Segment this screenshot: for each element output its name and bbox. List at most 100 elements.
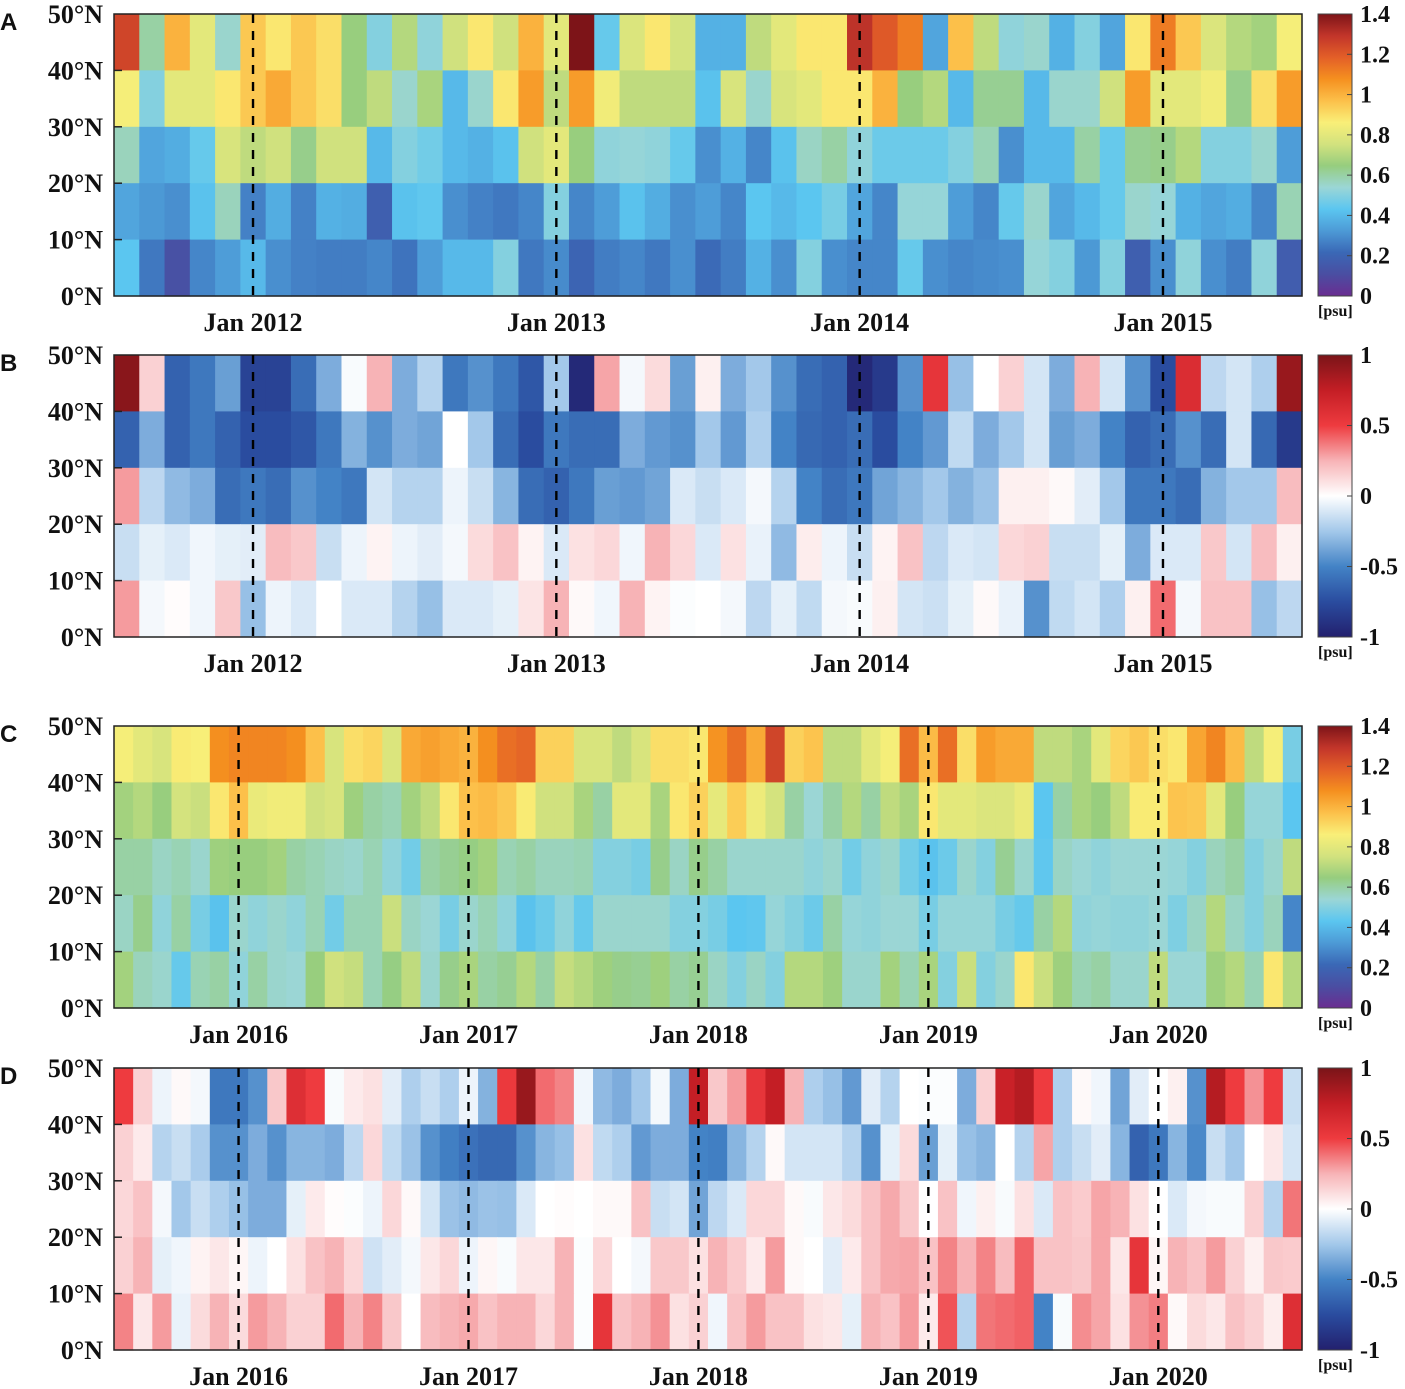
heatmap-cell <box>771 524 798 582</box>
heatmap-cell <box>948 355 975 412</box>
heatmap-cell <box>1226 580 1253 638</box>
heatmap-cell <box>401 1293 422 1351</box>
heatmap-cell <box>189 239 216 297</box>
heatmap-cell <box>1099 411 1126 469</box>
heatmap-cell <box>1226 239 1253 297</box>
heatmap-cell <box>316 580 343 638</box>
heatmap-cell <box>708 895 728 953</box>
heatmap-cell <box>343 726 364 783</box>
colorbar <box>1317 13 1353 297</box>
heatmap-cell <box>821 183 848 241</box>
heatmap-cell <box>442 126 469 184</box>
heatmap-cell <box>1072 1293 1092 1351</box>
heatmap-cell <box>1282 895 1303 953</box>
heatmap-cell <box>612 782 632 840</box>
heatmap-cell <box>644 126 671 184</box>
heatmap-cell <box>727 1068 747 1125</box>
heatmap-cell <box>171 1180 192 1238</box>
heatmap-cell <box>803 1068 824 1125</box>
heatmap-cell <box>1014 895 1035 953</box>
heatmap-cell <box>286 1293 307 1351</box>
heatmap-cell <box>286 1180 307 1238</box>
heatmap-cell <box>516 838 537 896</box>
heatmap-cell <box>133 951 153 1009</box>
heatmap-cell <box>1125 126 1151 184</box>
heatmap-cell <box>497 1124 517 1182</box>
heatmap-cell <box>897 70 924 128</box>
heatmap-cell <box>114 1180 134 1238</box>
heatmap-cell <box>771 411 798 469</box>
heatmap-cell <box>442 467 469 525</box>
heatmap-cell <box>821 467 848 525</box>
heatmap-cell <box>670 355 696 412</box>
heatmap-cell <box>286 1124 307 1182</box>
heatmap-cell <box>1251 580 1278 638</box>
heatmap-cell <box>1072 1068 1092 1125</box>
heatmap-cell <box>708 782 728 840</box>
heatmap-cell <box>745 355 772 412</box>
heatmap-cell <box>1206 726 1226 783</box>
heatmap-cell <box>1167 1237 1188 1295</box>
heatmap-cell <box>670 126 696 184</box>
heatmap-cell <box>1049 411 1076 469</box>
heatmap-cell <box>1099 14 1126 71</box>
heatmap-cell <box>1263 951 1284 1009</box>
heatmap-cell <box>401 1180 422 1238</box>
heatmap-cell <box>417 183 444 241</box>
heatmap-cell <box>796 183 823 241</box>
heatmap-cell <box>1148 1237 1169 1295</box>
heatmap-cell <box>1276 355 1303 412</box>
heatmap-cell <box>922 580 949 638</box>
colorbar-tick-label: 1.2 <box>1360 754 1390 780</box>
heatmap-cell <box>267 1237 288 1295</box>
heatmap-cell <box>439 726 460 783</box>
heatmap-cell <box>650 782 671 840</box>
heatmap-cell <box>467 355 494 412</box>
heatmap-cell <box>535 1293 556 1351</box>
heatmap-cell <box>1251 239 1278 297</box>
heatmap-cell <box>1110 1068 1131 1125</box>
heatmap-cell <box>1225 1237 1246 1295</box>
heatmap-cell <box>619 14 646 71</box>
heatmap-cell <box>708 1237 728 1295</box>
heatmap-cell <box>392 239 418 297</box>
heatmap-cell <box>973 239 1000 297</box>
heatmap-cell <box>535 895 556 953</box>
heatmap-cell <box>240 355 267 412</box>
y-tick-label: 10°N <box>48 1280 103 1309</box>
heatmap-cell <box>573 726 594 783</box>
heatmap-cell <box>899 951 920 1009</box>
heatmap-cell <box>114 355 140 412</box>
heatmap-cell <box>171 895 192 953</box>
heatmap-cell <box>1282 951 1303 1009</box>
heatmap-cell <box>493 467 520 525</box>
heatmap-cell <box>1110 838 1131 896</box>
heatmap-cell <box>1282 838 1303 896</box>
heatmap-cell <box>305 1124 326 1182</box>
colorbar-tick-label: 0.8 <box>1360 123 1390 149</box>
heatmap-cell <box>670 524 696 582</box>
heatmap-cell <box>341 14 368 71</box>
heatmap-cell <box>341 467 368 525</box>
heatmap-cell <box>1244 1068 1265 1125</box>
y-tick-label: 20°N <box>48 1223 103 1252</box>
heatmap-cell <box>215 580 241 638</box>
heatmap-cell <box>1276 411 1303 469</box>
y-tick-label: 0°N <box>61 1336 103 1365</box>
heatmap-cell <box>688 726 709 783</box>
heatmap-cell <box>593 895 613 953</box>
heatmap-cell <box>948 14 975 71</box>
heatmap-cell <box>518 524 545 582</box>
heatmap-cell <box>290 183 317 241</box>
heatmap-cell <box>286 726 307 783</box>
heatmap-cell <box>803 895 824 953</box>
heatmap-cell <box>341 239 368 297</box>
heatmap-cell <box>1251 524 1278 582</box>
heatmap-cell <box>821 126 848 184</box>
heatmap-cell <box>467 580 494 638</box>
heatmap-cell <box>1049 126 1076 184</box>
heatmap-cell <box>382 1237 403 1295</box>
heatmap-cell <box>842 726 862 783</box>
heatmap-cell <box>1175 355 1202 412</box>
heatmap-cell <box>998 355 1025 412</box>
